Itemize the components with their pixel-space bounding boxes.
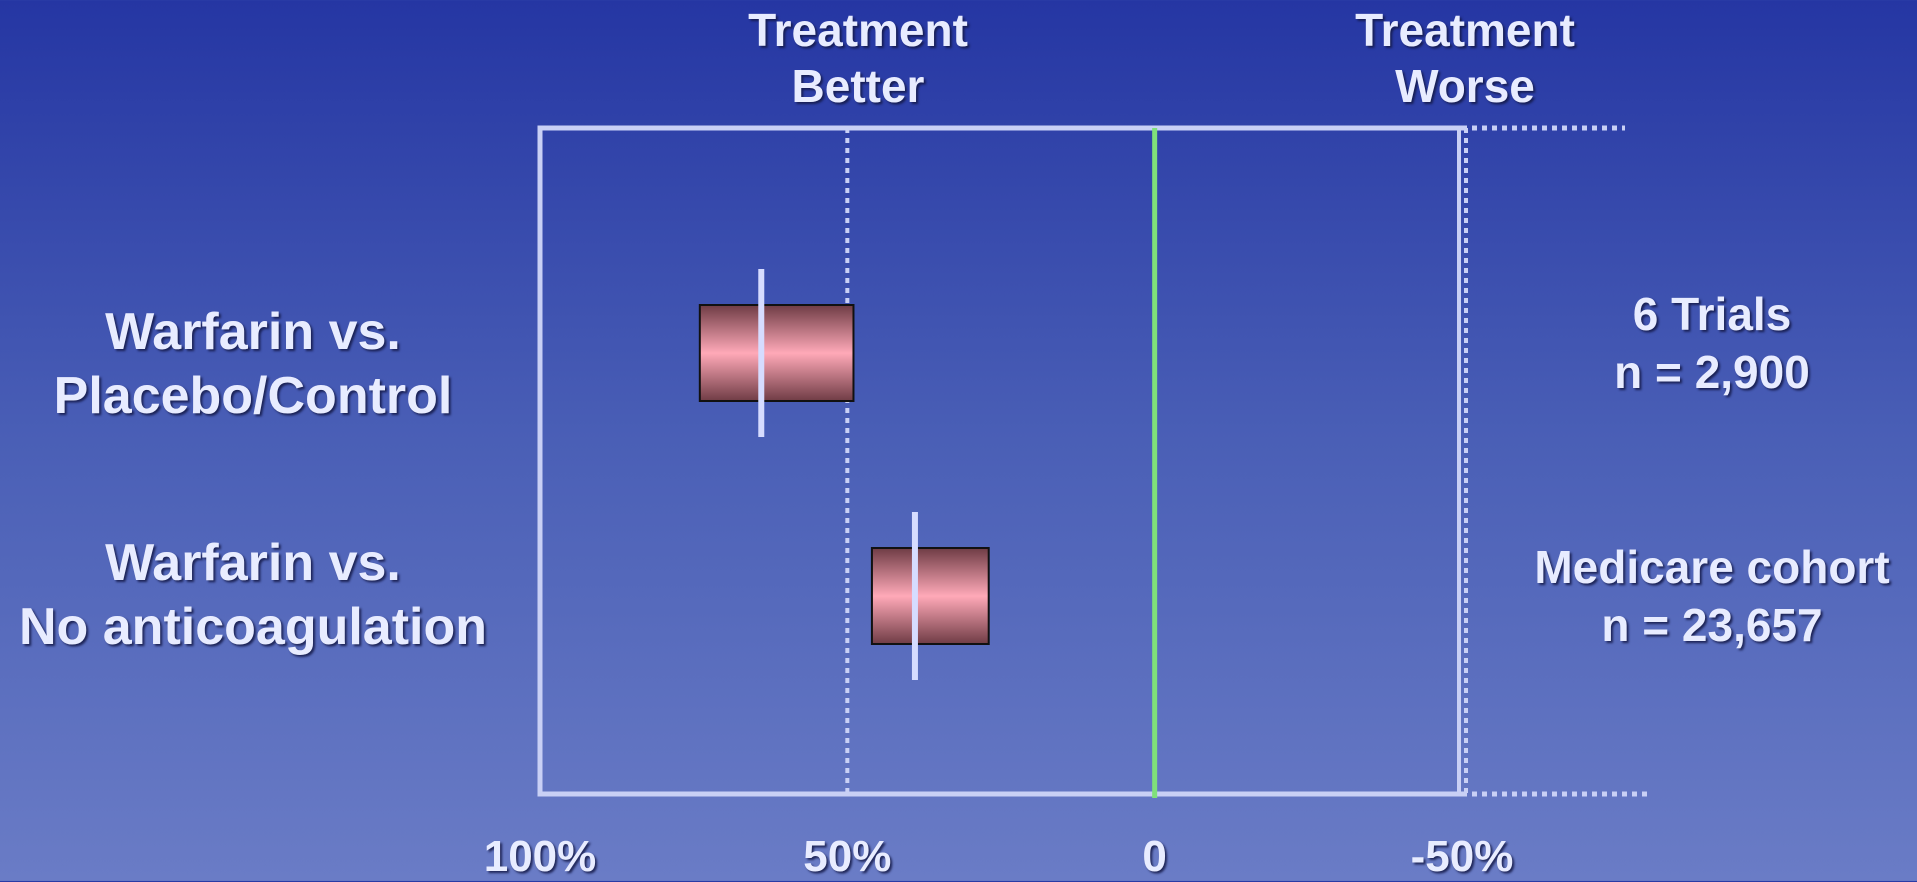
row-label-placebo: Warfarin vs. Placebo/Control [0,300,533,428]
x-tick-label: 50% [803,832,892,881]
header-right-line2: Worse [1395,60,1535,112]
header-left-line2: Better [791,60,925,112]
note-medicare-cohort: Medicare cohort n = 23,657 [1502,538,1917,654]
plot-frame [537,125,1462,797]
row-label-placebo-line2: Placebo/Control [53,367,453,425]
row-label-noac-line1: Warfarin vs. [105,534,401,592]
ci-bar-1 [698,304,855,402]
note-6-trials-line1: 6 Trials [1632,288,1792,340]
ci-bar-2 [870,547,990,645]
row-label-no-anticoagulation: Warfarin vs. No anticoagulation [0,531,533,659]
header-left-line1: Treatment [748,4,968,56]
note-6-trials: 6 Trials n = 2,900 [1502,285,1917,401]
note-6-trials-line2: n = 2,900 [1614,346,1810,398]
x-tick-label: 100% [483,832,597,881]
row-label-noac-line2: No anticoagulation [19,598,487,656]
header-treatment-better: Treatment Better [658,2,1058,114]
header-right-line1: Treatment [1355,4,1575,56]
x-tick-label: -50% [1410,832,1514,881]
note-medicare-line1: Medicare cohort [1534,541,1890,593]
row-label-placebo-line1: Warfarin vs. [105,303,401,361]
x-tick-label: 0 [1142,832,1167,881]
header-treatment-worse: Treatment Worse [1265,2,1665,114]
note-medicare-line2: n = 23,657 [1601,599,1823,651]
